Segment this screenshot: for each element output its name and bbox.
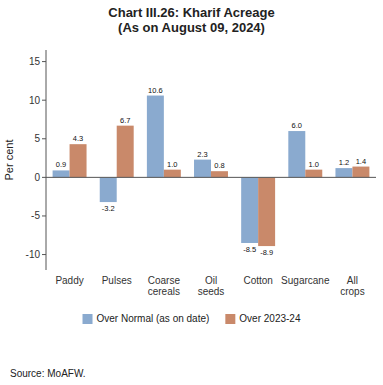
- legend: Over Normal (as on date) Over 2023-24: [83, 313, 301, 324]
- bar: [117, 126, 134, 178]
- bar: [241, 177, 258, 243]
- y-tick: [42, 215, 46, 216]
- source: Source: MoAFW.: [10, 368, 86, 379]
- x-tick-label-line: Oil: [205, 275, 217, 286]
- y-tick-label: -10: [26, 249, 41, 260]
- x-tick-label-line: Sugarcane: [281, 275, 330, 286]
- data-labels: 0.9 -3.2 10.6 2.3 -8.5 6.0 1.2 4.3 6.7 1.0 0.8 -8.9…: [56, 86, 366, 258]
- bars: [53, 96, 370, 247]
- data-label: 1.4: [356, 157, 366, 166]
- data-label: -3.2: [102, 204, 115, 213]
- bar: [194, 160, 211, 178]
- x-tick-label: Coarsecereals: [148, 275, 181, 297]
- title: Chart III.26: Kharif Acreage(As on Augus…: [108, 5, 274, 35]
- bar: [211, 171, 228, 177]
- bar: [53, 170, 70, 177]
- data-label: -8.5: [243, 245, 256, 254]
- data-label: 0.8: [214, 161, 224, 170]
- x-tick-label: Cotton: [243, 275, 272, 286]
- legend-label: Over Normal (as on date): [97, 313, 210, 324]
- x-tick-label-line: Coarse: [148, 275, 181, 286]
- legend-label: Over 2023-24: [239, 313, 301, 324]
- bar: [288, 131, 305, 177]
- chart: Chart III.26: Kharif Acreage(As on Augus…: [0, 0, 383, 385]
- x-tick-label-line: cereals: [148, 286, 180, 297]
- x-tick-label: Pulses: [102, 275, 132, 286]
- x-tick-label: Paddy: [55, 275, 83, 286]
- x-tick-label-line: crops: [340, 286, 364, 297]
- data-label: 1.0: [167, 160, 177, 169]
- bar: [305, 170, 322, 178]
- bar: [164, 170, 181, 178]
- x-tick-label: Sugarcane: [281, 275, 330, 286]
- x-tick-label-line: seeds: [198, 286, 225, 297]
- bar: [70, 144, 87, 177]
- bar: [100, 177, 117, 202]
- y-tick: [42, 100, 46, 101]
- y-tick-label: 15: [29, 56, 41, 67]
- data-label: 6.0: [292, 121, 302, 130]
- x-tick-label-line: Pulses: [102, 275, 132, 286]
- y-axis-line: [46, 50, 47, 270]
- data-label: 6.7: [120, 116, 130, 125]
- data-label: 0.9: [56, 160, 66, 169]
- x-tick-label-line: Paddy: [55, 275, 83, 286]
- data-label: 4.3: [73, 134, 83, 143]
- y-axis-label: Per cent: [3, 140, 15, 181]
- x-axis-line: [46, 177, 376, 178]
- y-tick: [42, 138, 46, 139]
- data-label: 1.0: [309, 160, 319, 169]
- x-tick-label: Allcrops: [340, 275, 364, 297]
- y-tick-label: 10: [29, 95, 41, 106]
- bar: [258, 177, 275, 246]
- bar: [335, 168, 352, 177]
- data-label: 1.2: [339, 158, 349, 167]
- data-label: -8.9: [260, 248, 273, 257]
- bar: [352, 167, 369, 178]
- legend-swatch: [83, 314, 93, 324]
- data-label: 10.6: [148, 86, 163, 95]
- y-tick-label: 0: [34, 172, 40, 183]
- y-tick: [42, 177, 46, 178]
- y-tick: [42, 61, 46, 62]
- x-tick-label-line: All: [347, 275, 358, 286]
- y-tick: [42, 254, 46, 255]
- y-tick-label: 5: [34, 133, 40, 144]
- bar: [147, 96, 164, 178]
- title-line: (As on August 09, 2024): [118, 20, 265, 35]
- title-line: Chart III.26: Kharif Acreage: [108, 5, 274, 20]
- x-tick-label: Oilseeds: [198, 275, 225, 297]
- legend-swatch: [225, 314, 235, 324]
- x-tick-label-line: Cotton: [243, 275, 272, 286]
- data-label: 2.3: [197, 150, 207, 159]
- y-tick-label: -5: [31, 210, 40, 221]
